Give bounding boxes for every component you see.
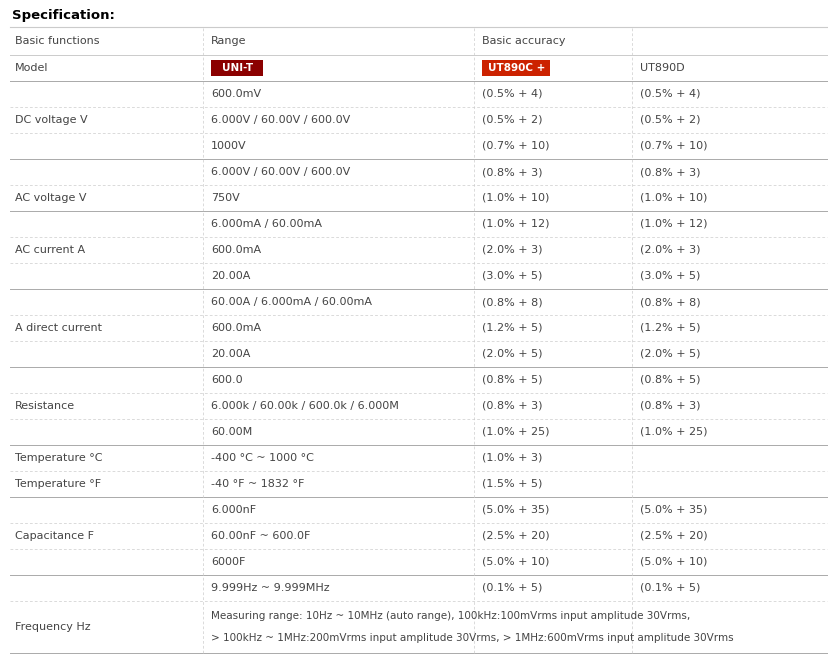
Text: 6.000nF: 6.000nF — [211, 505, 256, 515]
Text: UNI-T: UNI-T — [221, 63, 253, 73]
Text: A direct current: A direct current — [15, 323, 102, 333]
Text: (0.5% + 2): (0.5% + 2) — [639, 115, 700, 125]
Text: Model: Model — [15, 63, 48, 73]
Text: (0.8% + 5): (0.8% + 5) — [482, 375, 542, 385]
Text: (0.8% + 8): (0.8% + 8) — [482, 297, 542, 307]
Text: (0.8% + 3): (0.8% + 3) — [639, 167, 700, 177]
Text: (0.7% + 10): (0.7% + 10) — [639, 141, 706, 151]
Text: (0.7% + 10): (0.7% + 10) — [482, 141, 549, 151]
Text: 600.0mA: 600.0mA — [211, 245, 261, 255]
Text: (2.5% + 20): (2.5% + 20) — [639, 531, 706, 541]
Text: (0.5% + 4): (0.5% + 4) — [639, 89, 700, 99]
Text: AC current A: AC current A — [15, 245, 85, 255]
Text: (1.2% + 5): (1.2% + 5) — [482, 323, 542, 333]
Text: Measuring range: 10Hz ~ 10MHz (auto range), 100kHz:100mVrms input amplitude 30Vr: Measuring range: 10Hz ~ 10MHz (auto rang… — [211, 611, 690, 621]
Text: 6.000V / 60.00V / 600.0V: 6.000V / 60.00V / 600.0V — [211, 167, 350, 177]
Text: 9.999Hz ~ 9.999MHz: 9.999Hz ~ 9.999MHz — [211, 583, 330, 593]
Text: (1.0% + 12): (1.0% + 12) — [639, 219, 706, 229]
Text: 1000V: 1000V — [211, 141, 247, 151]
Text: (3.0% + 5): (3.0% + 5) — [482, 271, 542, 281]
Bar — [482, 59, 550, 76]
Text: (3.0% + 5): (3.0% + 5) — [639, 271, 699, 281]
Text: -40 °F ~ 1832 °F: -40 °F ~ 1832 °F — [211, 479, 304, 489]
Text: (0.5% + 2): (0.5% + 2) — [482, 115, 542, 125]
Text: 6.000mA / 60.00mA: 6.000mA / 60.00mA — [211, 219, 322, 229]
Text: Resistance: Resistance — [15, 401, 75, 411]
Text: (0.1% + 5): (0.1% + 5) — [482, 583, 542, 593]
Text: (0.8% + 3): (0.8% + 3) — [482, 167, 542, 177]
Text: 60.00nF ~ 600.0F: 60.00nF ~ 600.0F — [211, 531, 310, 541]
Text: (1.0% + 25): (1.0% + 25) — [482, 427, 549, 437]
Text: 750V: 750V — [211, 193, 239, 203]
Text: (2.0% + 3): (2.0% + 3) — [482, 245, 542, 255]
Text: AC voltage V: AC voltage V — [15, 193, 86, 203]
Text: UT890D: UT890D — [639, 63, 683, 73]
Text: (0.5% + 4): (0.5% + 4) — [482, 89, 542, 99]
Text: (5.0% + 35): (5.0% + 35) — [482, 505, 549, 515]
Text: (1.0% + 10): (1.0% + 10) — [639, 193, 706, 203]
Text: 6000F: 6000F — [211, 557, 245, 567]
Text: 20.00A: 20.00A — [211, 271, 250, 281]
Text: (0.8% + 3): (0.8% + 3) — [639, 401, 700, 411]
Text: Basic functions: Basic functions — [15, 36, 99, 46]
Text: (1.5% + 5): (1.5% + 5) — [482, 479, 542, 489]
Text: (0.8% + 5): (0.8% + 5) — [639, 375, 700, 385]
Text: (5.0% + 10): (5.0% + 10) — [482, 557, 549, 567]
Text: (2.0% + 5): (2.0% + 5) — [639, 349, 700, 359]
Text: (1.0% + 10): (1.0% + 10) — [482, 193, 549, 203]
Text: UT890C +: UT890C + — [487, 63, 544, 73]
Text: Basic accuracy: Basic accuracy — [482, 36, 565, 46]
Text: Frequency Hz: Frequency Hz — [15, 622, 90, 632]
Text: (2.0% + 5): (2.0% + 5) — [482, 349, 542, 359]
Text: (1.2% + 5): (1.2% + 5) — [639, 323, 700, 333]
Text: > 100kHz ~ 1MHz:200mVrms input amplitude 30Vrms, > 1MHz:600mVrms input amplitude: > 100kHz ~ 1MHz:200mVrms input amplitude… — [211, 633, 733, 643]
Text: (0.8% + 3): (0.8% + 3) — [482, 401, 542, 411]
Text: (1.0% + 12): (1.0% + 12) — [482, 219, 549, 229]
Text: (2.5% + 20): (2.5% + 20) — [482, 531, 549, 541]
Text: (2.0% + 3): (2.0% + 3) — [639, 245, 700, 255]
Text: 600.0: 600.0 — [211, 375, 243, 385]
Text: 6.000k / 60.00k / 600.0k / 6.000M: 6.000k / 60.00k / 600.0k / 6.000M — [211, 401, 398, 411]
Text: (0.1% + 5): (0.1% + 5) — [639, 583, 699, 593]
Text: (1.0% + 25): (1.0% + 25) — [639, 427, 706, 437]
Text: DC voltage V: DC voltage V — [15, 115, 88, 125]
Text: Temperature °F: Temperature °F — [15, 479, 101, 489]
Text: (1.0% + 3): (1.0% + 3) — [482, 453, 542, 463]
Text: Capacitance F: Capacitance F — [15, 531, 94, 541]
Text: Range: Range — [211, 36, 246, 46]
Text: (0.8% + 8): (0.8% + 8) — [639, 297, 700, 307]
Text: 20.00A: 20.00A — [211, 349, 250, 359]
Text: Temperature °C: Temperature °C — [15, 453, 103, 463]
Text: Specification:: Specification: — [12, 9, 115, 22]
Text: (5.0% + 10): (5.0% + 10) — [639, 557, 706, 567]
Bar — [211, 59, 262, 76]
Text: 600.0mV: 600.0mV — [211, 89, 261, 99]
Text: 600.0mA: 600.0mA — [211, 323, 261, 333]
Text: 60.00A / 6.000mA / 60.00mA: 60.00A / 6.000mA / 60.00mA — [211, 297, 372, 307]
Text: 6.000V / 60.00V / 600.0V: 6.000V / 60.00V / 600.0V — [211, 115, 350, 125]
Text: 60.00M: 60.00M — [211, 427, 252, 437]
Text: -400 °C ~ 1000 °C: -400 °C ~ 1000 °C — [211, 453, 314, 463]
Text: (5.0% + 35): (5.0% + 35) — [639, 505, 706, 515]
